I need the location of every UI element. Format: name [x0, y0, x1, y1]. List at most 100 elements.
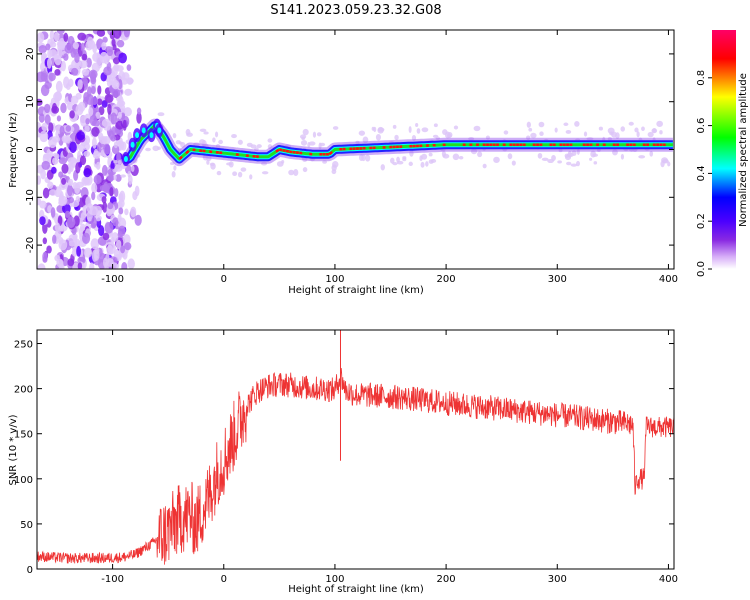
noise-blob: [332, 126, 339, 130]
noise-blob: [661, 157, 669, 164]
noise-blob: [416, 128, 421, 134]
ridge-peak: [279, 148, 283, 152]
noise-blob: [332, 161, 339, 168]
noise-blob: [598, 126, 603, 131]
noise-blob: [40, 84, 50, 97]
noise-blob: [421, 153, 428, 160]
noise-blob: [59, 125, 65, 136]
noise-blob: [261, 171, 269, 175]
x-tick-label: 0: [221, 274, 227, 285]
noise-blob: [302, 128, 309, 136]
noise-blob: [95, 161, 101, 170]
noise-blob: [78, 143, 86, 152]
y-tick-label: -10: [25, 189, 36, 205]
noise-blob: [390, 157, 395, 164]
noise-blob: [136, 111, 142, 124]
noise-blob: [373, 126, 377, 133]
colorbar-gradient: [712, 30, 736, 269]
noise-blob: [302, 167, 308, 173]
ridge-peak: [185, 149, 190, 155]
noise-blob: [557, 160, 562, 164]
noise-blob: [541, 157, 549, 162]
noise-blob: [90, 85, 96, 95]
snr-x-label: Height of straight line (km): [288, 584, 424, 595]
noise-blob: [101, 184, 110, 193]
noise-blob: [49, 49, 58, 58]
noise-blob: [42, 187, 50, 199]
noise-blob: [107, 175, 115, 182]
noise-blob: [69, 141, 77, 153]
noise-blob: [232, 171, 238, 177]
y-tick-label: 150: [14, 430, 33, 441]
noise-blob: [537, 152, 543, 159]
noise-blob: [567, 150, 572, 158]
colorbar-tick-label: 0.0: [696, 261, 707, 277]
noise-blob: [113, 174, 117, 181]
noise-blob: [172, 133, 177, 139]
noise-blob: [109, 187, 114, 197]
noise-blob: [218, 139, 223, 145]
noise-blob: [216, 170, 222, 176]
noise-blob: [54, 222, 61, 233]
noise-blob: [111, 89, 121, 98]
colorbar-label: Normalized spectral amplitude: [738, 73, 749, 227]
noise-blob: [37, 32, 45, 43]
noise-blob: [68, 78, 74, 88]
noise-blob: [97, 85, 102, 95]
noise-blob: [124, 242, 132, 251]
noise-blob: [83, 91, 90, 102]
noise-blob: [64, 210, 71, 218]
noise-blob: [358, 130, 366, 136]
noise-blob: [41, 160, 51, 170]
noise-blob: [96, 30, 106, 37]
noise-blob: [93, 174, 102, 185]
noise-blob: [611, 131, 617, 138]
noise-blob: [111, 38, 116, 47]
noise-blob: [331, 169, 337, 175]
noise-blob: [402, 156, 407, 160]
noise-blob: [118, 52, 127, 64]
noise-blob: [55, 80, 63, 93]
noise-blob: [116, 39, 125, 48]
spectrogram-y-label: Frequency (Hz): [8, 112, 19, 188]
noise-blob: [103, 143, 111, 155]
noise-blob: [563, 122, 569, 127]
noise-blob: [441, 150, 446, 158]
noise-blob: [203, 131, 209, 135]
noise-blob: [63, 53, 69, 61]
noise-blob: [74, 52, 80, 64]
ridge-peak: [328, 150, 333, 156]
noise-blob: [63, 76, 70, 89]
noise-blob: [628, 121, 634, 126]
noise-blob: [136, 107, 142, 115]
noise-blob: [51, 166, 57, 174]
noise-blob: [41, 122, 48, 132]
noise-blob: [199, 128, 207, 132]
noise-blob: [67, 157, 77, 164]
noise-blob: [127, 258, 135, 269]
noise-blob: [228, 161, 234, 168]
noise-blob: [240, 167, 247, 172]
ridge-peak: [282, 148, 286, 153]
noise-blob: [86, 57, 92, 68]
noise-blob: [102, 136, 111, 145]
noise-blob: [214, 131, 219, 138]
x-tick-label: 100: [325, 274, 344, 285]
noise-blob: [293, 169, 299, 177]
noise-blob: [124, 208, 129, 216]
x-tick-label: 400: [659, 574, 678, 585]
noise-blob: [84, 125, 90, 133]
noise-blob: [377, 127, 385, 132]
noise-blob: [61, 177, 67, 185]
noise-blob: [48, 122, 54, 133]
noise-blob: [97, 132, 104, 141]
noise-blob: [473, 125, 481, 132]
noise-blob: [57, 47, 63, 58]
noise-blob: [40, 62, 45, 72]
noise-blob: [566, 161, 572, 166]
noise-blob: [112, 57, 121, 65]
y-tick-label: 0: [25, 146, 36, 152]
noise-blob: [115, 164, 121, 170]
noise-blob: [571, 150, 577, 156]
noise-blob: [75, 162, 81, 174]
